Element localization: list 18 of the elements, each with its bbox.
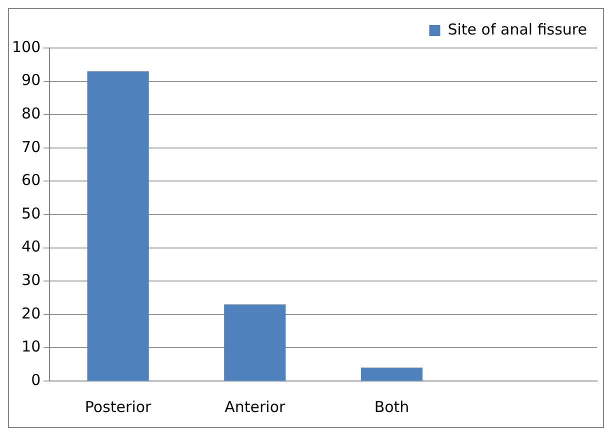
x-tick-label: Posterior xyxy=(84,398,152,416)
x-tick-label: Both xyxy=(374,398,410,416)
y-tick-label: 70 xyxy=(22,138,41,156)
y-tick-label: 50 xyxy=(22,204,41,222)
bar xyxy=(87,71,149,380)
y-tick-label: 0 xyxy=(31,370,41,389)
y-tick-label: 40 xyxy=(22,238,41,256)
x-tick-label: Anterior xyxy=(224,398,286,416)
y-tick-label: 30 xyxy=(22,270,41,289)
y-tick-label: 80 xyxy=(22,104,41,122)
y-tick-label: 60 xyxy=(22,171,41,190)
y-tick-label: 90 xyxy=(22,71,41,90)
legend-label: Site of anal fissure xyxy=(448,20,588,38)
y-tick-label: 100 xyxy=(12,38,41,56)
bar xyxy=(224,304,286,380)
y-tick-label: 10 xyxy=(22,338,41,356)
y-tick-label: 20 xyxy=(22,304,41,322)
bar xyxy=(360,368,423,380)
